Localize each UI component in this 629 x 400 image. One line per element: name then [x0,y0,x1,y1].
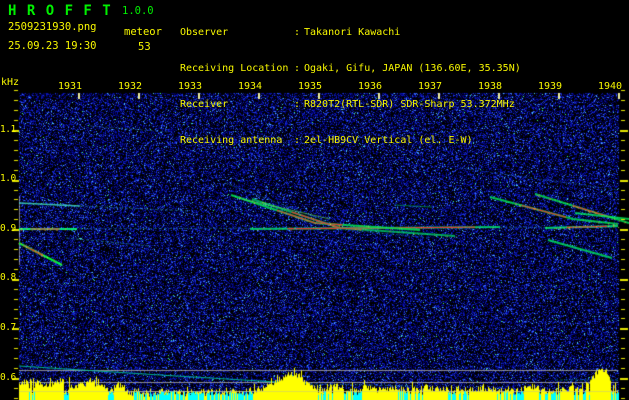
y-axis-label: 1.0 [0,173,16,184]
info-separator: : [294,135,301,146]
info-label: Receiving antenna [180,135,283,146]
x-axis-label: 1936 [357,81,383,92]
app-version: 1.0.0 [122,5,154,17]
x-axis-label: 1935 [297,81,323,92]
x-axis-label: 1940 [597,81,623,92]
x-axis-label: 1938 [477,81,503,92]
info-separator: : [294,27,301,38]
info-row-receiver: Receiver: R820T2(RTL-SDR) SDR-Sharp 53.37… [180,99,521,111]
info-value: Ogaki, Gifu, JAPAN (136.60E, 35.35N) [304,63,521,74]
info-separator: : [294,63,301,74]
info-value: R820T2(RTL-SDR) SDR-Sharp 53.372MHz [304,99,515,110]
y-axis-label: 0.8 [0,272,16,283]
station-info: Observer: Takanori Kawachi Receiving Loca… [180,3,521,171]
info-value: Takanori Kawachi [304,27,401,38]
mode-label: meteor [124,26,162,38]
x-axis-label: 1933 [177,81,203,92]
record-datetime: 25.09.23 19:30 [8,40,97,52]
x-axis-label: 1931 [57,81,83,92]
info-label: Receiver [180,99,229,110]
app-title: H R O F F T [8,3,112,19]
info-row-location: Receiving Location: Ogaki, Gifu, JAPAN (1… [180,63,521,75]
info-label: Observer [180,27,229,38]
x-axis-label: 1934 [237,81,263,92]
info-separator: : [294,99,301,110]
x-axis-label: 1939 [537,81,563,92]
output-filename: 2509231930.png [8,21,97,33]
info-label: Receiving Location [180,63,289,74]
frequency-unit-label: kHz [1,77,20,88]
y-axis-label: 0.9 [0,223,16,234]
info-value: 2el-HB9CV Vertical (el. E-W) [304,135,473,146]
y-axis-label: 1.1 [0,124,16,135]
info-row-antenna: Receiving antenna:2el-HB9CV Vertical (el… [180,135,521,147]
x-axis-label: 1937 [417,81,443,92]
x-axis-label: 1932 [117,81,143,92]
meteor-count: 53 [138,41,151,53]
y-axis-label: 0.6 [0,372,16,383]
y-axis-label: 0.7 [0,322,16,333]
info-row-observer: Observer: Takanori Kawachi [180,27,521,39]
